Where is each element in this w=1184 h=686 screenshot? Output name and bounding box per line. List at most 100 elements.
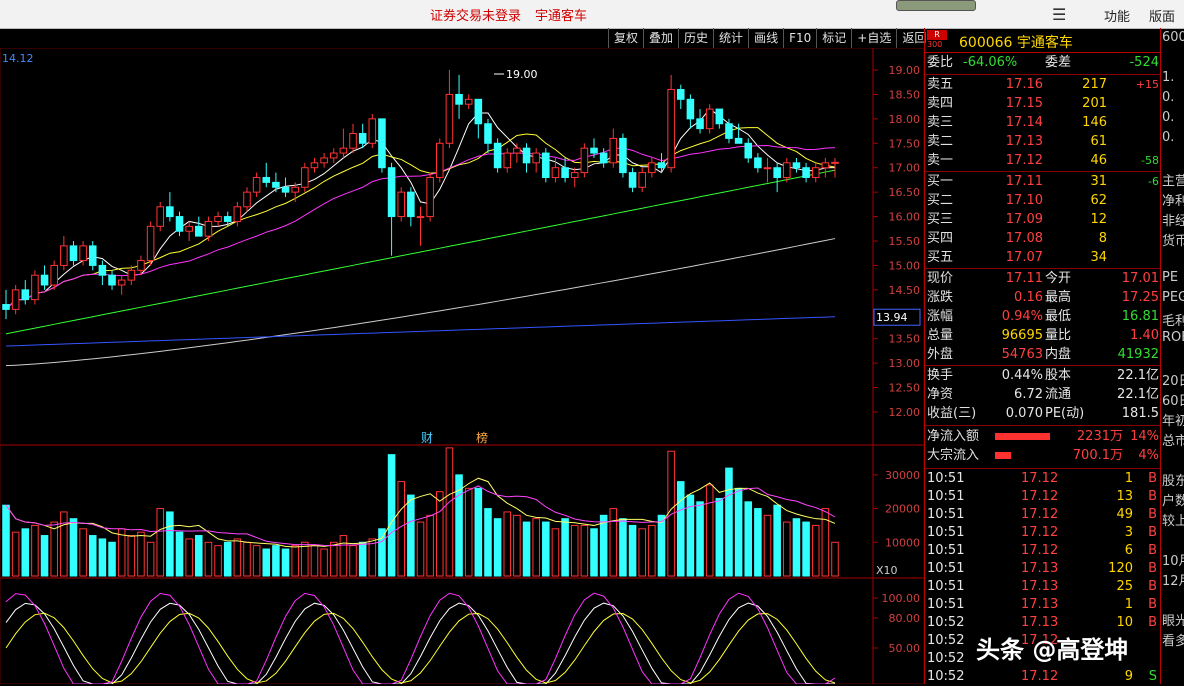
candle-body (204, 220, 213, 237)
tick-price: 17.12 (1021, 669, 1059, 684)
candle-body (79, 245, 87, 262)
candle-body (117, 279, 126, 286)
volume-ma-line (5, 485, 836, 547)
volume-bar (763, 514, 772, 577)
trade-login-text[interactable]: 证券交易未登录 (430, 9, 522, 24)
volume-bar (657, 514, 666, 577)
candle-body (21, 289, 30, 301)
window-drag-handle[interactable] (896, 0, 976, 11)
buy-price: 17.09 (1005, 212, 1043, 227)
volume-bar (387, 454, 396, 577)
stat-value: 17.25 (1121, 290, 1159, 305)
volume-bar (301, 541, 309, 577)
tick-volume: 13 (1116, 489, 1133, 504)
sell-row[interactable]: 卖四 17.15 201 (925, 95, 1161, 113)
volume-bar (773, 504, 781, 577)
osc-j-line (5, 592, 836, 684)
candle-body (744, 142, 753, 159)
side-info-text: ROE (1162, 330, 1184, 345)
candle-body (98, 264, 107, 276)
candle-body (609, 137, 618, 164)
candle-body (638, 172, 646, 188)
tick-time: 10:51 (927, 561, 965, 576)
volume-bar (146, 541, 155, 577)
stock-code-name[interactable]: 600066 宇通客车 (959, 35, 1073, 51)
toolbar-fuquan-button[interactable]: 复权 (608, 28, 643, 48)
tick-side: B (1148, 579, 1157, 594)
osc-tick-label: 50.00 (889, 642, 921, 655)
buy-row[interactable]: 买二 17.10 62 (925, 192, 1161, 210)
volume-tick-label: 20000 (885, 503, 920, 516)
tick-price: 17.13 (1021, 579, 1059, 594)
sell-row[interactable]: 卖二 17.13 61 (925, 133, 1161, 151)
toolbar-draw-button[interactable]: 画线 (748, 28, 783, 48)
sell-volume: 201 (1082, 96, 1107, 111)
watermark-text: 头条 @高登坤 (976, 636, 1129, 664)
stat-label: 内盘 (1045, 347, 1072, 362)
stat-value: 22.1亿 (1117, 387, 1159, 402)
block-flow-bar (995, 452, 1011, 459)
buy-row[interactable]: 买三 17.09 12 (925, 211, 1161, 229)
tick-row: 10:51 17.12 3 B (925, 524, 1161, 542)
volume-bar (108, 541, 116, 577)
tick-time: 10:51 (927, 507, 965, 522)
toolbar-stats-button[interactable]: 统计 (713, 28, 748, 48)
kline-chart[interactable]: 19.00 18.50 18.00 17.50 17.00 16.50 16.00 15.50… (0, 48, 924, 684)
tick-price: 17.12 (1021, 471, 1059, 486)
volume-bar (551, 528, 560, 577)
weicha-label: 委差 (1045, 55, 1072, 70)
stat-label: 收益(三) (927, 406, 977, 421)
tick-time: 10:52 (927, 633, 965, 648)
buy-row[interactable]: 买一 17.11 31 -6 (925, 173, 1161, 191)
tick-row: 10:51 17.12 13 B (925, 488, 1161, 506)
sell-row[interactable]: 卖一 17.12 46 -58 (925, 152, 1161, 170)
candle-body (763, 167, 772, 170)
toolbar-back-button[interactable]: 返回 (896, 28, 931, 48)
volume-unit-label: X10 (876, 564, 898, 577)
tick-side: B (1148, 597, 1157, 612)
volume-bar (426, 514, 434, 577)
block-flow-label: 大宗流入 (927, 448, 980, 463)
stat-label: PE(动) (1045, 406, 1085, 421)
tick-volume: 6 (1124, 543, 1133, 558)
sell-volume: 46 (1090, 153, 1107, 168)
toolbar-mark-button[interactable]: 标记 (816, 28, 851, 48)
side-info-text: 12月 (1162, 574, 1184, 589)
side-info-text: 1. (1162, 70, 1175, 85)
volume-bar (455, 474, 463, 577)
sell-row[interactable]: 卖三 17.14 146 (925, 114, 1161, 132)
ma20-line (5, 144, 836, 310)
buy-row[interactable]: 买五 17.07 34 (925, 249, 1161, 267)
price-tick-label: 14.50 (889, 284, 921, 297)
candle-body (696, 118, 704, 130)
candle-body (262, 176, 271, 183)
tick-side: B (1148, 543, 1157, 558)
volume-bar (137, 531, 145, 577)
volume-bar (127, 535, 136, 577)
tick-side: S (1148, 669, 1157, 684)
buy-row[interactable]: 买四 17.08 8 (925, 230, 1161, 248)
candle-body (648, 162, 656, 174)
quote-panel: R 300 600066 宇通客车 委比 -64.06% 委差 -524 卖五 … (924, 28, 1161, 684)
volume-bar (368, 538, 377, 577)
tick-side: B (1148, 525, 1157, 540)
sell-row[interactable]: 卖五 17.16 217 +15 (925, 76, 1161, 94)
menu-list-icon[interactable]: ☰ (1052, 5, 1067, 24)
candle-body (503, 152, 512, 169)
layout-button[interactable]: 版面 (1149, 10, 1176, 25)
function-button[interactable]: 功能 (1104, 10, 1131, 25)
candle-body (831, 161, 839, 164)
volume-bar (156, 508, 165, 577)
toolbar-add-watchlist-button[interactable]: +自选 (851, 28, 896, 48)
login-status[interactable]: 证券交易未登录 宇通客车 (430, 5, 601, 24)
side-info-text: PE (1162, 270, 1179, 285)
candle-body (272, 181, 280, 188)
toolbar-history-button[interactable]: 历史 (678, 28, 713, 48)
toolbar-overlay-button[interactable]: 叠加 (643, 28, 678, 48)
candle-body (734, 137, 743, 144)
sell-price: 17.16 (1005, 77, 1043, 92)
candle-body (214, 216, 222, 222)
osc-tick-label: 100.00 (882, 592, 921, 605)
toolbar-f10-button[interactable]: F10 (783, 28, 816, 48)
kline-chart-area[interactable]: 19.00 18.50 18.00 17.50 17.00 16.50 16.00 15.50… (0, 48, 924, 684)
